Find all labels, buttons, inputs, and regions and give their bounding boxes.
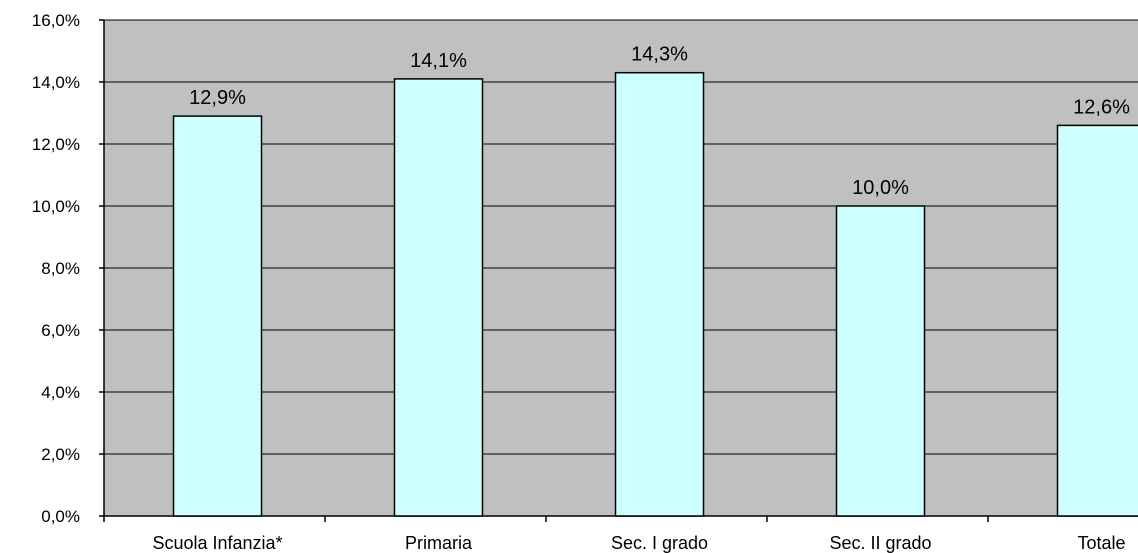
- data-label: 12,9%: [189, 87, 246, 109]
- x-axis: Scuola Infanzia* Primaria Sec. I grado Sec.…: [103, 515, 1138, 553]
- x-tick-label: Scuola Infanzia*: [152, 533, 282, 553]
- data-label: 14,1%: [410, 50, 467, 72]
- x-tick-label: Primaria: [405, 533, 473, 553]
- bars: [172, 71, 1138, 517]
- bar: [614, 71, 705, 517]
- y-tick-label: 8,0%: [41, 259, 80, 278]
- bar: [1056, 124, 1138, 517]
- y-tick-label: 10,0%: [32, 197, 80, 216]
- x-tick-label: Sec. II grado: [829, 533, 931, 553]
- bar: [172, 115, 263, 517]
- x-tick-label: Totale: [1077, 533, 1125, 553]
- y-tick-label: 6,0%: [41, 321, 80, 340]
- x-tick-label: Sec. I grado: [611, 533, 708, 553]
- data-label: 12,6%: [1073, 96, 1130, 118]
- y-tick-label: 14,0%: [32, 73, 80, 92]
- data-label: 14,3%: [631, 44, 688, 66]
- y-tick-label: 2,0%: [41, 445, 80, 464]
- y-axis: 0,0% 2,0% 4,0% 6,0% 8,0% 10,0% 12,0% 14,0% 16,0%: [32, 11, 105, 526]
- y-tick-label: 16,0%: [32, 11, 80, 30]
- y-tick-label: 12,0%: [32, 135, 80, 154]
- y-tick-label: 0,0%: [41, 507, 80, 526]
- y-tick-label: 4,0%: [41, 383, 80, 402]
- bar: [393, 78, 484, 517]
- data-labels: 12,9% 14,1% 14,3% 10,0% 12,6%: [189, 44, 1130, 199]
- bar: [835, 205, 926, 517]
- data-label: 10,0%: [852, 177, 909, 199]
